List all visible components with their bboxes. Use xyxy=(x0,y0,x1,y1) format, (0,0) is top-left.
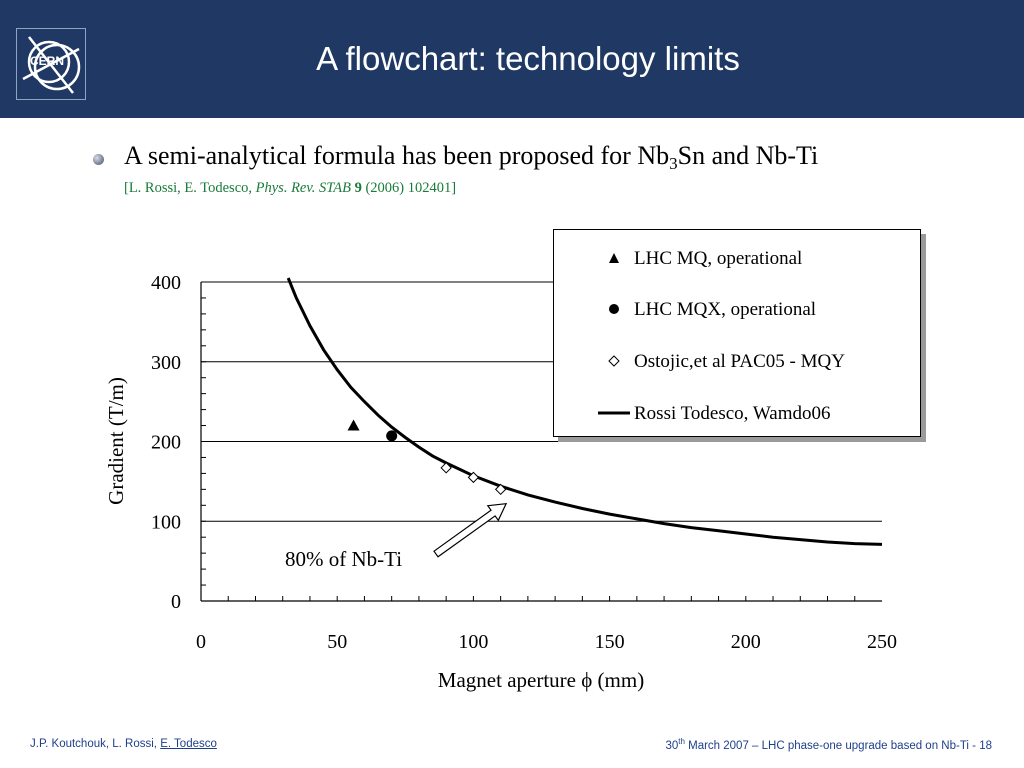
x-axis-label: Magnet aperture ϕ (mm) xyxy=(438,668,644,692)
reference-open: [L. Rossi, E. Todesco, xyxy=(124,180,256,196)
point-ostojic xyxy=(440,462,452,474)
x-tick-label: 200 xyxy=(731,631,761,653)
tick-labels: 0 50 100 150 200 250 0 100 200 300 400 xyxy=(151,272,897,653)
axes xyxy=(200,282,882,602)
legend-item-lhc-mq: LHC MQ, operational xyxy=(554,246,920,272)
y-tick-label: 100 xyxy=(151,511,181,533)
x-tick-label: 150 xyxy=(595,631,625,653)
reference-rest: (2006) 102401] xyxy=(361,180,457,196)
point-lhc-mq xyxy=(347,419,360,431)
y-tick-label: 300 xyxy=(151,352,181,374)
diamond-marker-icon xyxy=(608,355,620,367)
legend-label-lhc-mqx: LHC MQX, operational xyxy=(634,299,817,320)
slide-header: CERN A flowchart: technology limits xyxy=(0,0,1024,118)
reference-citation: [L. Rossi, E. Todesco, Phys. Rev. STAB 9… xyxy=(124,180,456,197)
annotation: 80% of Nb-Ti xyxy=(285,502,508,571)
curve-layer xyxy=(286,277,883,546)
line-marker-icon xyxy=(598,411,630,415)
bullet-text-before: A semi-analytical formula has been propo… xyxy=(124,141,670,170)
footer-authors-text: J.P. Koutchouk, L. Rossi, xyxy=(30,738,161,750)
legend-item-lhc-mqx: LHC MQX, operational xyxy=(554,297,920,323)
circle-marker-icon xyxy=(609,304,619,314)
y-axis-label: Gradient (T/m) xyxy=(104,377,128,505)
point-ostojic xyxy=(494,483,507,496)
reference-journal: Phys. Rev. STAB xyxy=(255,180,351,196)
annotation-arrow-icon xyxy=(433,502,508,558)
cern-logo-icon: CERN xyxy=(22,36,81,94)
legend-item-ostojic: Ostojic,et al PAC05 - MQY xyxy=(554,349,920,375)
point-ostojic xyxy=(467,471,480,484)
point-lhc-mqx xyxy=(386,430,398,442)
y-tick-label: 0 xyxy=(171,591,181,613)
footer-authors: J.P. Koutchouk, L. Rossi, E. Todesco xyxy=(30,738,217,750)
data-points xyxy=(347,419,507,496)
reference-volume: 9 xyxy=(354,180,362,196)
x-tick-label: 250 xyxy=(867,631,897,653)
x-tick-label: 50 xyxy=(327,631,347,653)
bullet-text: A semi-analytical formula has been propo… xyxy=(124,141,818,174)
footer-date-rest: March 2007 – LHC phase-one upgrade based… xyxy=(684,739,992,752)
bullet-subscript: 3 xyxy=(669,154,678,173)
legend-label-rossi-todesco: Rossi Todesco, Wamdo06 xyxy=(634,403,831,424)
legend-label-lhc-mq: LHC MQ, operational xyxy=(634,248,803,269)
x-tick-label: 0 xyxy=(196,631,206,653)
logo-text: CERN xyxy=(30,54,64,68)
x-tick-label: 100 xyxy=(458,631,488,653)
triangle-marker-icon xyxy=(609,253,619,263)
footer-date-day: 30 xyxy=(665,739,679,752)
legend-label-ostojic: Ostojic,et al PAC05 - MQY xyxy=(634,351,845,372)
series-curve-rossi-todesco xyxy=(286,277,883,546)
cern-logo: CERN xyxy=(16,28,86,100)
bullet-icon xyxy=(93,154,104,165)
chart-legend: LHC MQ, operational LHC MQX, operational… xyxy=(553,229,921,437)
y-tick-label: 200 xyxy=(151,432,181,454)
slide-title: A flowchart: technology limits xyxy=(316,40,740,77)
footer-date-page: 30th March 2007 – LHC phase-one upgrade … xyxy=(665,737,992,752)
bullet-text-after: Sn and Nb-Ti xyxy=(677,141,819,170)
footer-date-sup: th xyxy=(678,737,685,746)
y-tick-label: 400 xyxy=(151,272,181,294)
footer-authors-underlined: E. Todesco xyxy=(160,738,217,750)
legend-item-rossi-todesco: Rossi Todesco, Wamdo06 xyxy=(554,401,920,427)
annotation-label: 80% of Nb-Ti xyxy=(285,547,402,571)
